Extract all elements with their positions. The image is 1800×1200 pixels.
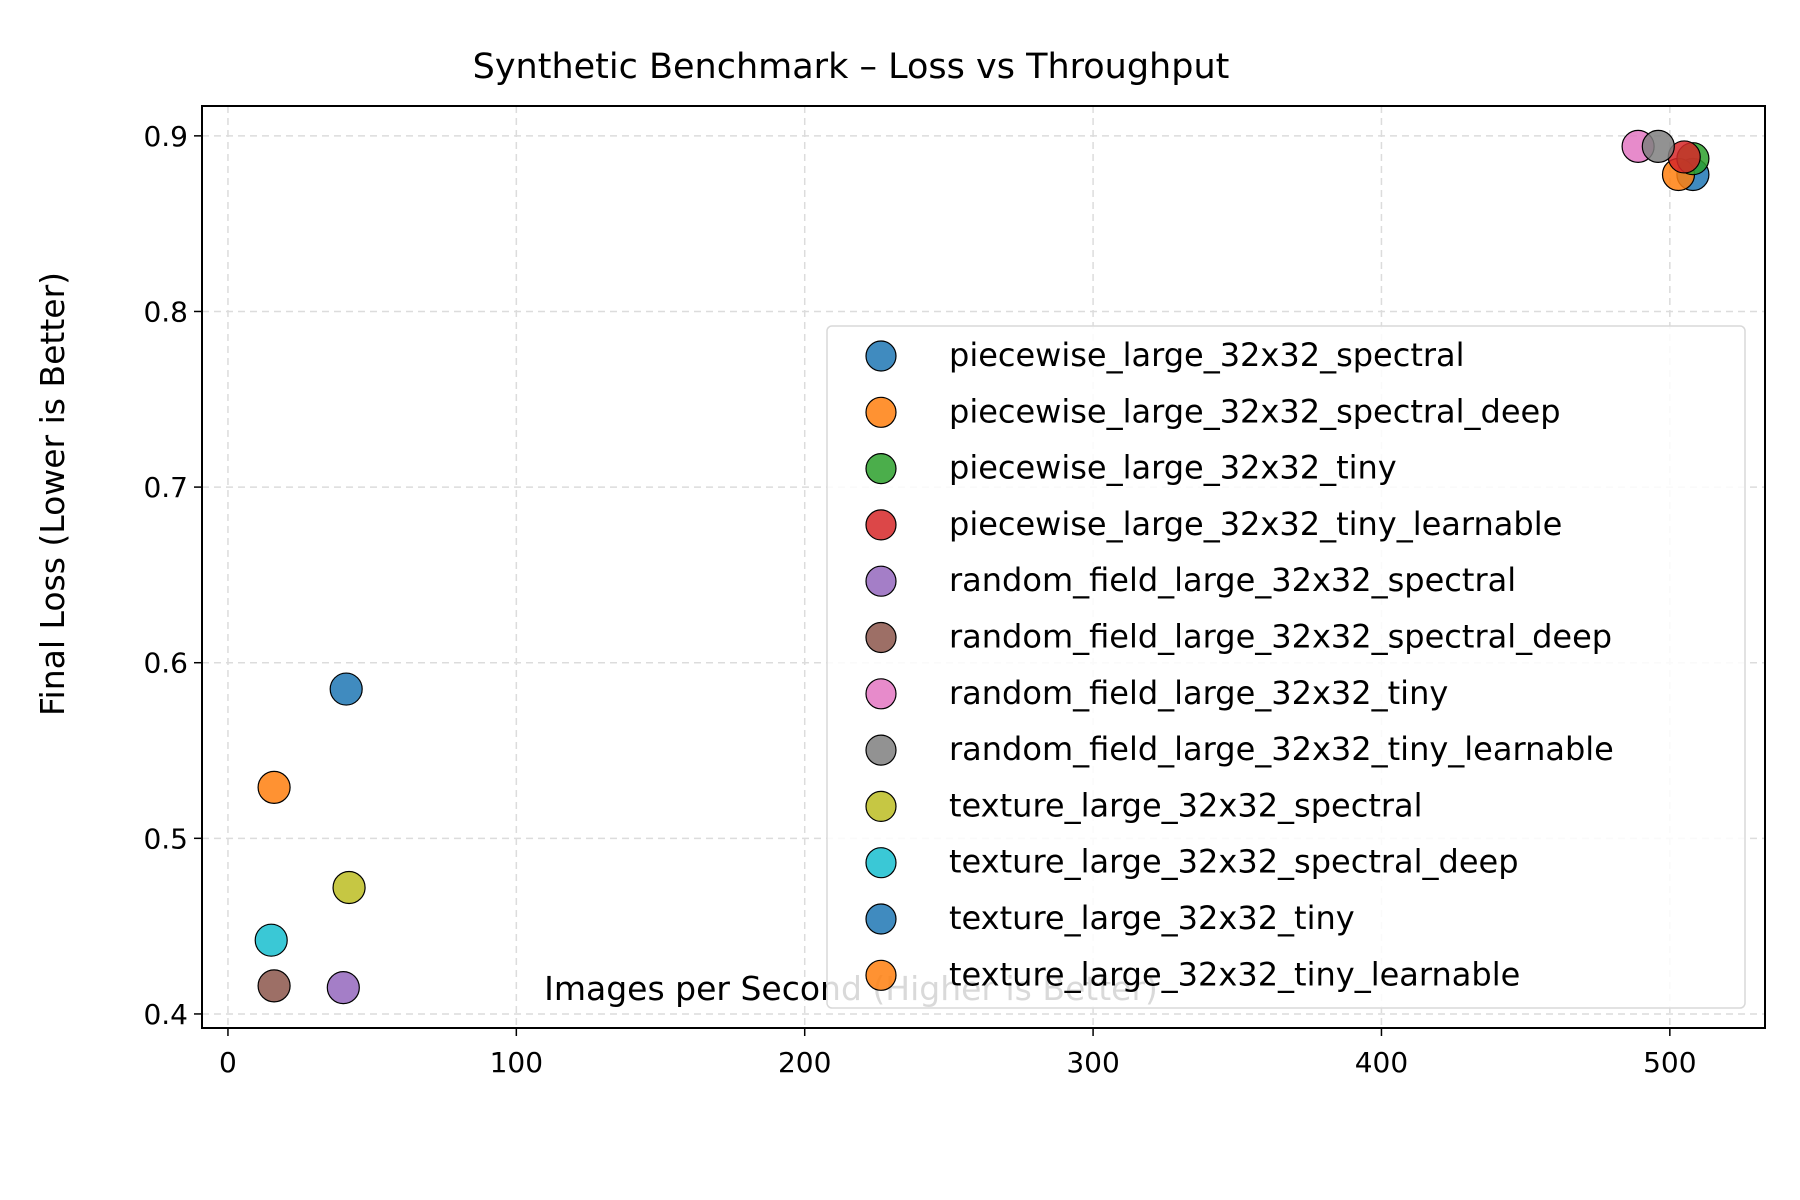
x-tick-label: 400 (1355, 1046, 1408, 1079)
x-tick-label: 500 (1643, 1046, 1696, 1079)
scatter-point (326, 971, 360, 1005)
y-tick-label: 0.8 (143, 295, 188, 328)
scatter-point (332, 870, 366, 905)
legend-marker (865, 509, 897, 541)
scatter-point (1641, 129, 1675, 163)
legend-label: piecewise_large_32x32_spectral_deep (949, 392, 1561, 430)
legend-label: texture_large_32x32_spectral_deep (949, 843, 1519, 881)
y-tick-label: 0.5 (143, 822, 188, 855)
scatter-point (254, 923, 288, 957)
plot-frame (201, 105, 1766, 1029)
legend-marker (865, 621, 897, 654)
legend-label: random_field_large_32x32_spectral (949, 561, 1516, 599)
points-layer (254, 129, 1710, 1005)
scatter-point (257, 969, 291, 1003)
legend-marker (865, 903, 897, 935)
legend-marker (865, 847, 897, 879)
x-tick-label: 0 (219, 1046, 237, 1079)
legend-label: random_field_large_32x32_spectral_deep (949, 618, 1612, 656)
ticks-layer: 0 100 200 300 400 500 0.4 0.5 0.6 0.7 0.8 0.9 (143, 120, 1696, 1079)
x-tick-label: 300 (1066, 1046, 1119, 1079)
legend-label: texture_large_32x32_spectral (949, 786, 1423, 824)
legend-frame (826, 325, 1746, 1009)
legend-label: texture_large_32x32_tiny (949, 899, 1355, 937)
y-tick-label: 0.4 (143, 998, 188, 1031)
y-tick-label: 0.7 (143, 471, 188, 504)
y-axis-label: Final Loss (Lower is Better) (33, 272, 72, 716)
legend-marker (865, 396, 897, 428)
legend-label: piecewise_large_32x32_tiny (949, 449, 1397, 487)
chart-title: Synthetic Benchmark – Loss vs Throughput (473, 47, 1230, 87)
legend-marker (865, 453, 897, 485)
legend-marker (865, 959, 897, 991)
y-tick-label: 0.9 (143, 120, 188, 153)
legend-label: random_field_large_32x32_tiny (949, 674, 1448, 712)
legend-label: piecewise_large_32x32_tiny_learnable (949, 505, 1562, 543)
legend-label: piecewise_large_32x32_spectral (949, 336, 1465, 374)
legend-marker (865, 565, 897, 597)
legend-label: random_field_large_32x32_tiny_learnable (949, 730, 1614, 768)
scatter-point (329, 672, 363, 706)
x-tick-label: 200 (778, 1046, 831, 1079)
legend-marker (865, 340, 897, 372)
legend-marker (865, 678, 897, 710)
x-tick-label: 100 (490, 1046, 543, 1079)
legend-marker (865, 734, 897, 766)
y-tick-label: 0.6 (143, 647, 188, 680)
scatter-point (257, 770, 291, 805)
legend-marker (865, 790, 897, 823)
legend-label: texture_large_32x32_tiny_learnable (949, 955, 1520, 993)
legend: piecewise_large_32x32_spectral piecewise_… (826, 325, 1746, 1009)
